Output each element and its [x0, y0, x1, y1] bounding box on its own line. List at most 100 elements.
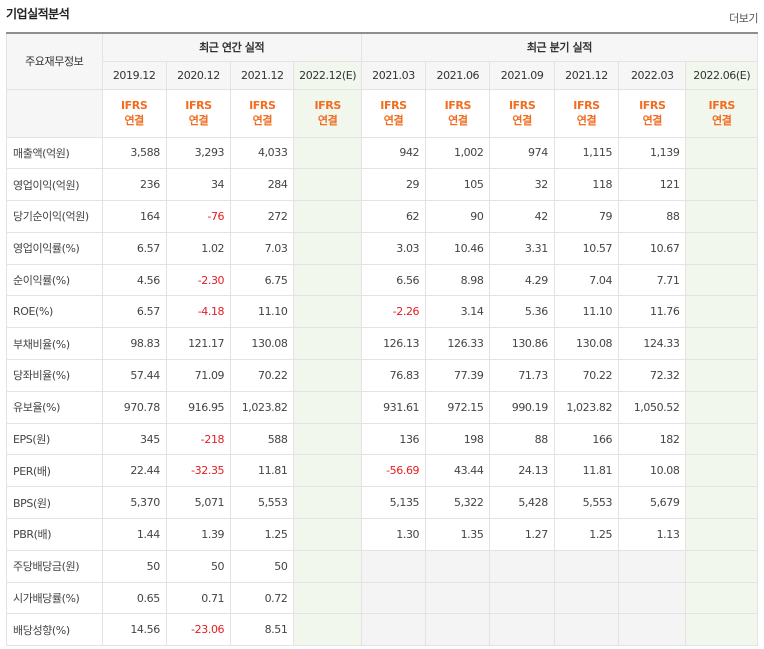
data-cell [685, 327, 758, 361]
row-label: 주당배당금(원) [6, 549, 103, 583]
ifrs-badge: IFRS 연결 [553, 88, 620, 138]
data-cell [360, 549, 427, 583]
data-cell: 50 [230, 549, 295, 583]
data-cell [685, 168, 758, 202]
data-cell [293, 231, 362, 265]
period-header: 2020.12 [165, 60, 232, 90]
row-label: 유보율(%) [6, 390, 103, 424]
data-cell: 236 [101, 168, 167, 202]
ifrs-badge: IFRS 연결 [165, 88, 232, 138]
data-cell: 3,588 [101, 136, 167, 170]
data-cell: 3.03 [360, 231, 427, 265]
data-cell: 931.61 [360, 390, 427, 424]
data-cell [293, 549, 362, 583]
data-cell: 11.10 [230, 295, 295, 329]
data-cell: -23.06 [165, 613, 232, 647]
data-cell [685, 454, 758, 488]
data-cell [489, 549, 555, 583]
data-cell: 164 [101, 200, 167, 233]
data-cell: -2.30 [165, 263, 232, 297]
table-row: 당기순이익(억원) 164 -76 272 62 90 42 79 88 [6, 200, 758, 233]
consolidated-label: 연결 [124, 114, 144, 127]
table-row: PBR(배) 1.44 1.39 1.25 1.30 1.35 1.27 1.25 1.13 [6, 518, 758, 551]
ifrs-label: IFRS [380, 99, 407, 112]
ifrs-label: IFRS [120, 99, 148, 112]
data-cell: 70.22 [553, 359, 620, 392]
data-cell: 43.44 [425, 454, 491, 488]
table-row: 배당성향(%) 14.56 -23.06 8.51 [6, 613, 758, 647]
period-header: 2021.12 [553, 60, 620, 90]
financial-table: 주요재무정보 최근 연간 실적 최근 분기 실적 2019.12 2020.12 2… [6, 32, 759, 647]
data-cell [425, 613, 491, 647]
data-cell: 126.13 [360, 327, 427, 361]
data-cell: 5,679 [618, 486, 687, 520]
ifrs-badge: IFRS 연결 [360, 88, 427, 138]
data-cell: 0.71 [165, 581, 232, 615]
table-row: 시가배당률(%) 0.65 0.71 0.72 [6, 581, 758, 615]
consolidated-label: 연결 [317, 114, 338, 127]
data-cell [685, 518, 758, 551]
data-cell [293, 359, 362, 392]
data-cell: 50 [165, 549, 232, 583]
data-cell: -32.35 [165, 454, 232, 488]
table-row: EPS(원) 345 -218 588 136 198 88 166 182 [6, 422, 758, 456]
data-cell: 88 [489, 422, 555, 456]
ifrs-badge: IFRS 연결 [230, 88, 295, 138]
data-cell: 1.13 [618, 518, 687, 551]
data-cell: 11.76 [618, 295, 687, 329]
period-header: 2021.06 [425, 60, 491, 90]
table-row: 매출액(억원) 3,588 3,293 4,033 942 1,002 974 1,115 1,… [6, 136, 758, 170]
table-row: 순이익률(%) 4.56 -2.30 6.75 6.56 8.98 4.29 7.04 7.71 [6, 263, 758, 297]
ifrs-badge: IFRS 연결 [101, 88, 167, 138]
row-label: 순이익률(%) [6, 263, 103, 297]
data-cell: 29 [360, 168, 427, 202]
corner-label: 주요재무정보 [6, 32, 103, 90]
data-cell: 970.78 [101, 390, 167, 424]
data-cell: 98.83 [101, 327, 167, 361]
data-cell: 916.95 [165, 390, 232, 424]
data-cell [685, 200, 758, 233]
data-cell: 50 [101, 549, 167, 583]
table-row: 영업이익(억원) 236 34 284 29 105 32 118 121 [6, 168, 758, 202]
row-label: PER(배) [6, 454, 103, 488]
data-cell: 5,553 [553, 486, 620, 520]
table-row: PER(배) 22.44 -32.35 11.81 -56.69 43.44 24.13 11… [6, 454, 758, 488]
ifrs-label: IFRS [249, 99, 276, 112]
table-row: 유보율(%) 970.78 916.95 1,023.82 931.61 972.15 99… [6, 390, 758, 424]
ifrs-row: IFRS 연결 IFRS 연결 IFRS 연결 IFRS 연결 IFRS 연결 IFRS 연결 IFRS… [6, 88, 758, 138]
more-link[interactable]: 더보기 [729, 12, 758, 25]
ifrs-badge: IFRS 연결 [293, 88, 362, 138]
table-row: 영업이익률(%) 6.57 1.02 7.03 3.03 10.46 3.31 10.57 10… [6, 231, 758, 265]
consolidated-label: 연결 [576, 114, 597, 127]
data-cell [685, 422, 758, 456]
data-cell: 10.67 [618, 231, 687, 265]
data-cell [293, 454, 362, 488]
data-cell: 6.56 [360, 263, 427, 297]
period-header: 2022.12(E) [293, 60, 362, 90]
data-cell [685, 390, 758, 424]
data-cell: 8.51 [230, 613, 295, 647]
data-cell: 70.22 [230, 359, 295, 392]
data-cell: 14.56 [101, 613, 167, 647]
data-cell: 1,023.82 [553, 390, 620, 424]
ifrs-badge: IFRS 연결 [618, 88, 687, 138]
row-label: BPS(원) [6, 486, 103, 520]
row-label: ROE(%) [6, 295, 103, 329]
row-label: 배당성향(%) [6, 613, 103, 647]
data-cell: 1.25 [553, 518, 620, 551]
data-cell: 11.81 [553, 454, 620, 488]
data-cell: 4.56 [101, 263, 167, 297]
data-cell: 72.32 [618, 359, 687, 392]
data-cell: 10.46 [425, 231, 491, 265]
consolidated-label: 연결 [448, 114, 468, 127]
data-cell [685, 263, 758, 297]
data-cell [685, 136, 758, 170]
data-cell: 121.17 [165, 327, 232, 361]
data-cell: 32 [489, 168, 555, 202]
ifrs-label: IFRS [639, 99, 666, 112]
data-cell: 71.73 [489, 359, 555, 392]
data-cell: -2.26 [360, 295, 427, 329]
data-cell: 121 [618, 168, 687, 202]
data-cell [425, 581, 491, 615]
data-cell [293, 136, 362, 170]
